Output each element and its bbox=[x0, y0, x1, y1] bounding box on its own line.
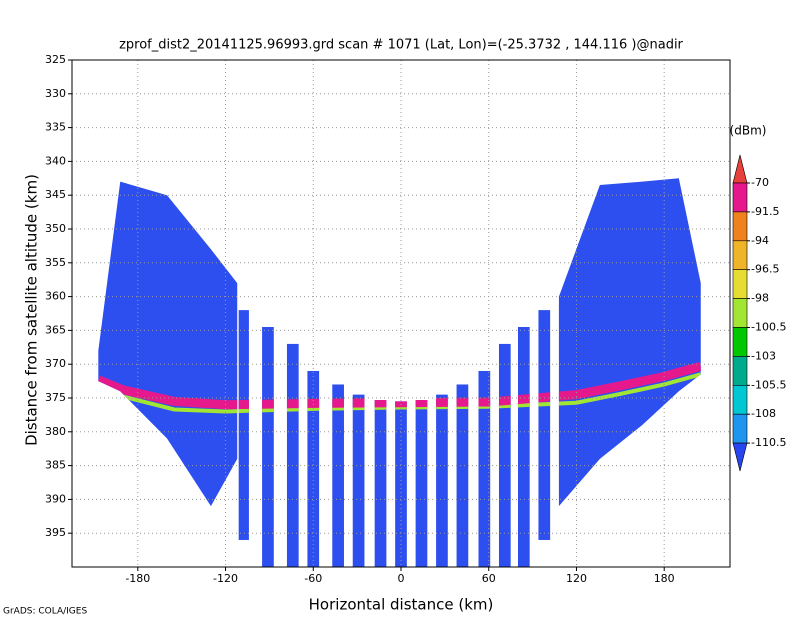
colorbar-label: -100.5 bbox=[751, 321, 786, 334]
colorbar-triangle bbox=[732, 154, 748, 184]
colorbar-label: -91.5 bbox=[751, 205, 779, 218]
field-strip bbox=[436, 394, 448, 567]
x-tick-label: 120 bbox=[566, 572, 587, 585]
field-region bbox=[558, 178, 701, 507]
colorbar-label: -110.5 bbox=[751, 436, 786, 449]
y-tick-label: 340 bbox=[45, 154, 66, 167]
y-tick-label: 385 bbox=[45, 459, 66, 472]
field-strip bbox=[332, 384, 344, 567]
y-tick-label: 330 bbox=[45, 87, 66, 100]
x-tick-label: -120 bbox=[213, 572, 238, 585]
y-tick-label: 390 bbox=[45, 492, 66, 505]
colorbar-triangle bbox=[732, 442, 748, 472]
colorbar-label: -70 bbox=[751, 176, 769, 189]
y-tick-label: 395 bbox=[45, 526, 66, 539]
colorbar-box bbox=[732, 327, 748, 357]
field-strip bbox=[456, 384, 469, 567]
x-tick-label: -180 bbox=[125, 572, 150, 585]
colorbar-box bbox=[732, 211, 748, 242]
y-tick-label: 380 bbox=[45, 425, 66, 438]
colorbar-label: -105.5 bbox=[751, 378, 786, 391]
field-strip bbox=[286, 343, 299, 567]
colorbar-label: -96.5 bbox=[751, 263, 779, 276]
colorbar-box bbox=[732, 384, 748, 415]
y-tick-label: 365 bbox=[45, 323, 66, 336]
surface-group bbox=[98, 361, 701, 414]
plot-frame bbox=[71, 59, 731, 568]
colorbar-label: -98 bbox=[751, 292, 769, 305]
colorbar-label: -108 bbox=[751, 407, 776, 420]
colorbar-box bbox=[732, 413, 748, 444]
y-tick-label: 375 bbox=[45, 391, 66, 404]
field-strip bbox=[415, 400, 428, 567]
field-strip bbox=[517, 327, 530, 567]
y-tick-label: 370 bbox=[45, 357, 66, 370]
colorbar-box bbox=[732, 356, 748, 386]
x-tick-label: -60 bbox=[304, 572, 322, 585]
surface bbox=[98, 361, 701, 410]
field-strip bbox=[538, 310, 551, 540]
y-axis-label: Distance from satellite altitude (km) bbox=[23, 174, 41, 446]
y-tick-label: 325 bbox=[45, 53, 66, 66]
colorbar-box bbox=[732, 240, 748, 271]
x-tick-label: 60 bbox=[482, 572, 496, 585]
y-tick-label: 350 bbox=[45, 222, 66, 235]
field-strip bbox=[238, 310, 249, 540]
credit: GrADS: COLA/IGES bbox=[3, 607, 87, 617]
colorbar-unit: (dBm) bbox=[730, 124, 767, 138]
field-strip bbox=[478, 370, 491, 567]
y-tick-label: 345 bbox=[45, 188, 66, 201]
y-tick-label: 360 bbox=[45, 290, 66, 303]
x-tick-label: 180 bbox=[654, 572, 675, 585]
field-region bbox=[98, 181, 238, 507]
chart-title: zprof_dist2_20141125.96993.grd scan # 10… bbox=[119, 38, 683, 53]
field-strip bbox=[262, 327, 274, 567]
field-strip bbox=[374, 400, 387, 567]
field-strip bbox=[498, 343, 511, 567]
y-tick-label: 335 bbox=[45, 121, 66, 134]
colorbar-label: -94 bbox=[751, 234, 769, 247]
colorbar-box bbox=[732, 182, 748, 213]
x-axis-label: Horizontal distance (km) bbox=[309, 596, 494, 614]
colorbar-box bbox=[732, 298, 748, 328]
x-tick-label: 0 bbox=[398, 572, 405, 585]
surface-edge bbox=[98, 372, 701, 414]
colorbar-box bbox=[732, 269, 748, 299]
colorbar-label: -103 bbox=[751, 349, 776, 362]
field-strip bbox=[352, 394, 365, 567]
y-tick-label: 355 bbox=[45, 256, 66, 269]
